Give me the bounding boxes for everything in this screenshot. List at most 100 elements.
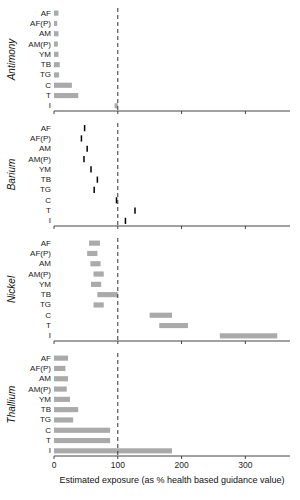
point-tick (134, 207, 136, 213)
x-tick (117, 111, 118, 114)
x-tick (117, 226, 118, 229)
range-bar (54, 407, 78, 412)
point-tick (86, 146, 88, 152)
y-tick-label: I (49, 331, 51, 340)
point-tick (83, 156, 85, 162)
y-tick-label: AM (39, 144, 51, 153)
range-bar (54, 21, 57, 26)
range-bar (54, 11, 58, 16)
y-tick-label: TG (40, 70, 51, 79)
y-tick-label: C (45, 196, 51, 205)
range-bar (54, 366, 65, 371)
range-bar (159, 323, 188, 328)
y-tick-label: AF(P) (30, 19, 51, 28)
point-tick (116, 197, 118, 203)
range-bar (91, 282, 101, 287)
range-bar (94, 302, 104, 307)
y-tick-label: TB (41, 60, 51, 69)
x-axis-line (54, 111, 290, 112)
point-tick (90, 166, 92, 172)
range-bar (54, 72, 59, 77)
range-bar (89, 241, 100, 246)
x-tick (54, 226, 55, 229)
y-tick-label: AM(P) (28, 385, 51, 394)
range-bar (87, 251, 97, 256)
marks (87, 238, 277, 341)
range-bar (54, 93, 78, 98)
y-tick-label: YM (39, 165, 51, 174)
range-bar (54, 397, 70, 402)
range-bar (54, 428, 110, 433)
point-tick (84, 125, 86, 131)
x-tick (245, 341, 246, 344)
y-tick-label: YM (39, 50, 51, 59)
range-bar (54, 83, 72, 88)
y-tick-label: AF (41, 354, 51, 363)
y-tick-label: TB (41, 290, 51, 299)
range-bar (97, 292, 117, 297)
section-label: Antimony (6, 38, 17, 82)
y-tick-label: AM (39, 374, 51, 383)
range-bar (54, 52, 58, 57)
reference-line (117, 353, 118, 456)
range-bar (54, 386, 67, 391)
range-bar (54, 448, 172, 453)
y-tick-label: AF(P) (30, 249, 51, 258)
x-tick (54, 111, 55, 114)
x-tick (181, 456, 182, 459)
range-bar (220, 333, 277, 338)
panel: AFAF(P)AMAM(P)YMTBTGCTIAntimony (6, 8, 291, 114)
range-bar (94, 271, 104, 276)
marks (54, 8, 118, 111)
figure: AFAF(P)AMAM(P)YMTBTGCTIAntimonyAFAF(P)AM… (0, 0, 300, 500)
y-tick-label: AF (41, 239, 51, 248)
x-axis-line (54, 341, 290, 342)
y-tick-label: TB (41, 405, 51, 414)
x-tick-label: 300 (238, 460, 252, 470)
y-tick-label: T (46, 91, 51, 100)
x-tick-label: 200 (174, 460, 188, 470)
x-axis-line (54, 226, 290, 227)
range-bar (54, 356, 68, 361)
marks (81, 123, 135, 226)
x-axis-line (54, 456, 290, 457)
y-tick-label: AF (41, 124, 51, 133)
x-tick (181, 111, 182, 114)
section-label: Barium (6, 159, 17, 191)
x-tick-label: 100 (111, 460, 125, 470)
range-bar (54, 376, 68, 381)
y-tick-label: YM (39, 395, 51, 404)
y-tick-label: AM (39, 29, 51, 38)
y-tick-label: I (49, 216, 51, 225)
y-tick-label: AF (41, 9, 51, 18)
y-tick-label: AM (39, 259, 51, 268)
marks (54, 353, 172, 456)
y-tick-label: AM(P) (28, 40, 51, 49)
range-bar (90, 261, 100, 266)
range-bar (54, 31, 58, 36)
reference-line (117, 238, 118, 341)
section-label: Nickel (6, 275, 17, 303)
panel: 0100200300AFAF(P)AMAM(P)YMTBTGCTIThalliu… (6, 353, 291, 485)
y-tick-label: TG (40, 300, 51, 309)
x-tick (54, 341, 55, 344)
x-tick (245, 226, 246, 229)
y-tick-label: TG (40, 415, 51, 424)
x-tick (245, 111, 246, 114)
x-axis-label: Estimated exposure (as % health based gu… (59, 475, 284, 485)
section-label: Thallium (6, 386, 17, 424)
x-tick (117, 456, 118, 459)
x-tick (181, 226, 182, 229)
y-tick-label: TB (41, 175, 51, 184)
x-tick (245, 456, 246, 459)
point-tick (81, 135, 83, 141)
y-tick-label: C (45, 426, 51, 435)
y-tick-label: C (45, 81, 51, 90)
y-tick-label: T (46, 206, 51, 215)
y-tick-label: T (46, 436, 51, 445)
point-tick (93, 187, 95, 193)
reference-line (117, 8, 118, 111)
y-tick-label: TG (40, 185, 51, 194)
y-tick-label: AM(P) (28, 270, 51, 279)
point-tick (97, 177, 99, 183)
